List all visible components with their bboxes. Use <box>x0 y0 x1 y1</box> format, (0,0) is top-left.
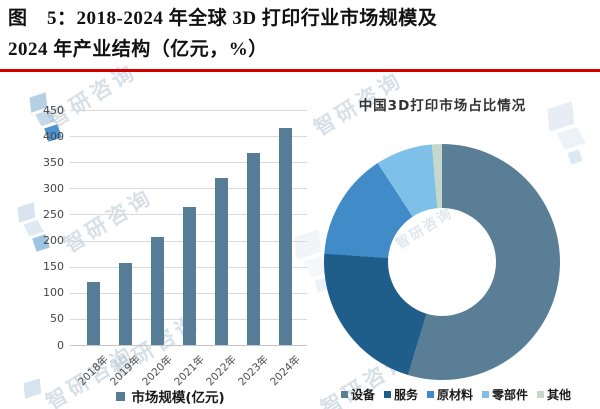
legend-label: 原材料 <box>436 388 473 402</box>
figure-title-line2: 2024 年产业结构（亿元，%） <box>8 39 268 60</box>
donut-legend-item-服务: 服务 <box>383 386 418 403</box>
y-axis-tick-label: 100 <box>43 286 64 300</box>
gridline <box>70 345 307 346</box>
y-axis-tick-label: 50 <box>50 312 64 326</box>
y-axis-tick-label: 0 <box>57 338 64 352</box>
y-axis-tick-label: 400 <box>43 129 64 143</box>
donut-legend-item-设备: 设备 <box>340 386 375 403</box>
y-axis-tick-label: 300 <box>43 181 64 195</box>
x-axis-tick-label: 2019年 <box>108 353 143 389</box>
legend-label: 市场规模(亿元) <box>131 390 225 406</box>
y-axis-tick-label: 250 <box>43 207 64 221</box>
legend-label: 其他 <box>547 388 572 402</box>
gridline <box>70 162 307 164</box>
legend-swatch <box>383 391 391 398</box>
y-axis-tick-label: 200 <box>43 234 64 248</box>
bar-chart-legend: 市场规模(亿元) <box>52 386 289 406</box>
gridline <box>70 188 307 190</box>
x-axis-tick-label: 2023年 <box>236 353 271 389</box>
bar-chart-y-axis: 0 50 100 150 200 250 300 350 400 450 <box>14 104 64 352</box>
legend-label: 零部件 <box>492 388 529 402</box>
legend-swatch <box>340 391 348 398</box>
y-axis-tick-label: 450 <box>43 103 64 117</box>
gridline <box>70 110 307 111</box>
bar-2019年 <box>118 262 132 345</box>
legend-swatch <box>116 391 126 401</box>
donut-legend-item-其他: 其他 <box>537 386 571 403</box>
y-axis-tick-label: 350 <box>43 155 64 169</box>
legend-swatch <box>482 391 489 398</box>
x-axis-tick-label: 2022年 <box>204 353 239 389</box>
bar-2023年 <box>246 152 260 345</box>
figure-title-line1: 图 5：2018-2024 年全球 3D 打印行业市场规模及 <box>8 8 438 29</box>
donut-legend-item-原材料: 原材料 <box>426 386 473 403</box>
bar-chart-plot-area <box>70 110 307 346</box>
legend-label: 设备 <box>350 388 375 402</box>
donut-chart-legend: 设备 服务 原材料 零部件 其他 <box>330 386 582 403</box>
gridline <box>70 136 307 138</box>
bar-2021年 <box>182 206 196 345</box>
bar-2020年 <box>150 236 164 345</box>
x-axis-tick-label: 2024年 <box>268 353 303 389</box>
x-axis-tick-label: 2018年 <box>76 353 111 389</box>
donut-legend-item-零部件: 零部件 <box>482 386 528 403</box>
x-axis-tick-label: 2020年 <box>140 353 175 389</box>
donut-ring <box>324 144 560 380</box>
donut-chart-title: 中国3D打印市场占比情况 <box>358 98 527 114</box>
legend-label: 服务 <box>393 388 418 402</box>
legend-swatch <box>426 391 434 398</box>
bar-2024年 <box>278 128 292 345</box>
bar-2022年 <box>214 177 228 345</box>
donut-hole <box>388 208 496 316</box>
y-axis-tick-label: 150 <box>43 260 64 274</box>
bar-2018年 <box>86 282 100 345</box>
figure-title: 图 5：2018-2024 年全球 3D 打印行业市场规模及 2024 年产业结… <box>8 3 594 65</box>
legend-swatch <box>537 391 545 398</box>
title-underline-rule <box>0 69 600 72</box>
x-axis-tick-label: 2021年 <box>172 353 207 389</box>
